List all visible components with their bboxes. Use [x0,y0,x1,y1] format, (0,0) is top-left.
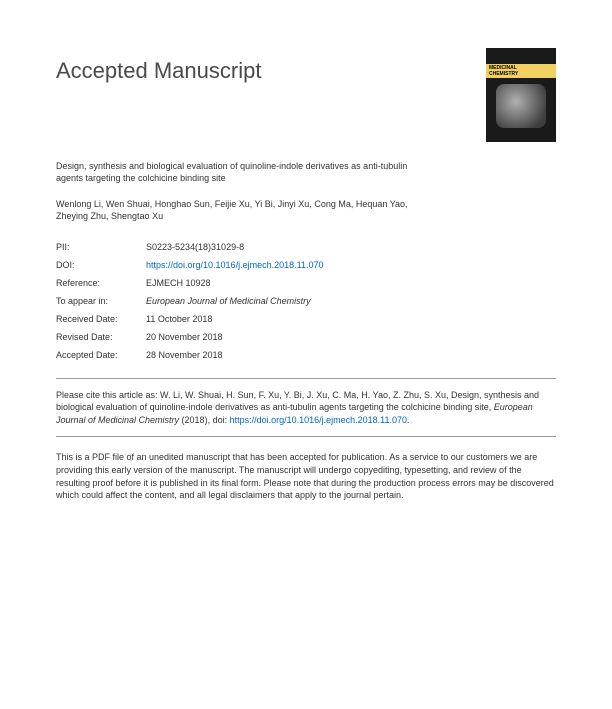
received-value: 11 October 2018 [146,313,556,325]
header-row: Accepted Manuscript MEDICINAL CHEMISTRY [56,48,556,142]
revised-label: Revised Date: [56,331,146,343]
received-label: Received Date: [56,313,146,325]
doi-link[interactable]: https://doi.org/10.1016/j.ejmech.2018.11… [146,260,323,270]
citation-box: Please cite this article as: W. Li, W. S… [56,378,556,438]
citation-prefix: Please cite this article as: W. Li, W. S… [56,390,539,413]
article-title: Design, synthesis and biological evaluat… [56,160,426,184]
doi-label: DOI: [56,259,146,271]
pii-value: S0223-5234(18)31029-8 [146,241,556,253]
cover-line2: CHEMISTRY [489,71,518,77]
meta-row-accepted: Accepted Date: 28 November 2018 [56,349,556,361]
pii-label: PII: [56,241,146,253]
accepted-manuscript-heading: Accepted Manuscript [56,56,261,86]
reference-label: Reference: [56,277,146,289]
reference-value: EJMECH 10928 [146,277,556,289]
accepted-label: Accepted Date: [56,349,146,361]
doi-value: https://doi.org/10.1016/j.ejmech.2018.11… [146,259,556,271]
toappear-label: To appear in: [56,295,146,307]
citation-period: . [407,415,410,425]
meta-row-doi: DOI: https://doi.org/10.1016/j.ejmech.20… [56,259,556,271]
cover-molecule-graphic [496,84,546,128]
toappear-value: European Journal of Medicinal Chemistry [146,295,556,307]
disclaimer-text: This is a PDF file of an unedited manusc… [56,451,556,501]
meta-row-reference: Reference: EJMECH 10928 [56,277,556,289]
accepted-value: 28 November 2018 [146,349,556,361]
meta-row-received: Received Date: 11 October 2018 [56,313,556,325]
revised-value: 20 November 2018 [146,331,556,343]
meta-row-revised: Revised Date: 20 November 2018 [56,331,556,343]
cover-journal-name: MEDICINAL CHEMISTRY [486,64,556,78]
article-authors: Wenlong Li, Wen Shuai, Honghao Sun, Feij… [56,198,426,222]
metadata-table: PII: S0223-5234(18)31029-8 DOI: https://… [56,241,556,362]
meta-row-toappear: To appear in: European Journal of Medici… [56,295,556,307]
citation-doi-link[interactable]: https://doi.org/10.1016/j.ejmech.2018.11… [230,415,407,425]
citation-suffix: (2018), doi: [179,415,230,425]
meta-row-pii: PII: S0223-5234(18)31029-8 [56,241,556,253]
journal-cover-thumbnail: MEDICINAL CHEMISTRY [486,48,556,142]
